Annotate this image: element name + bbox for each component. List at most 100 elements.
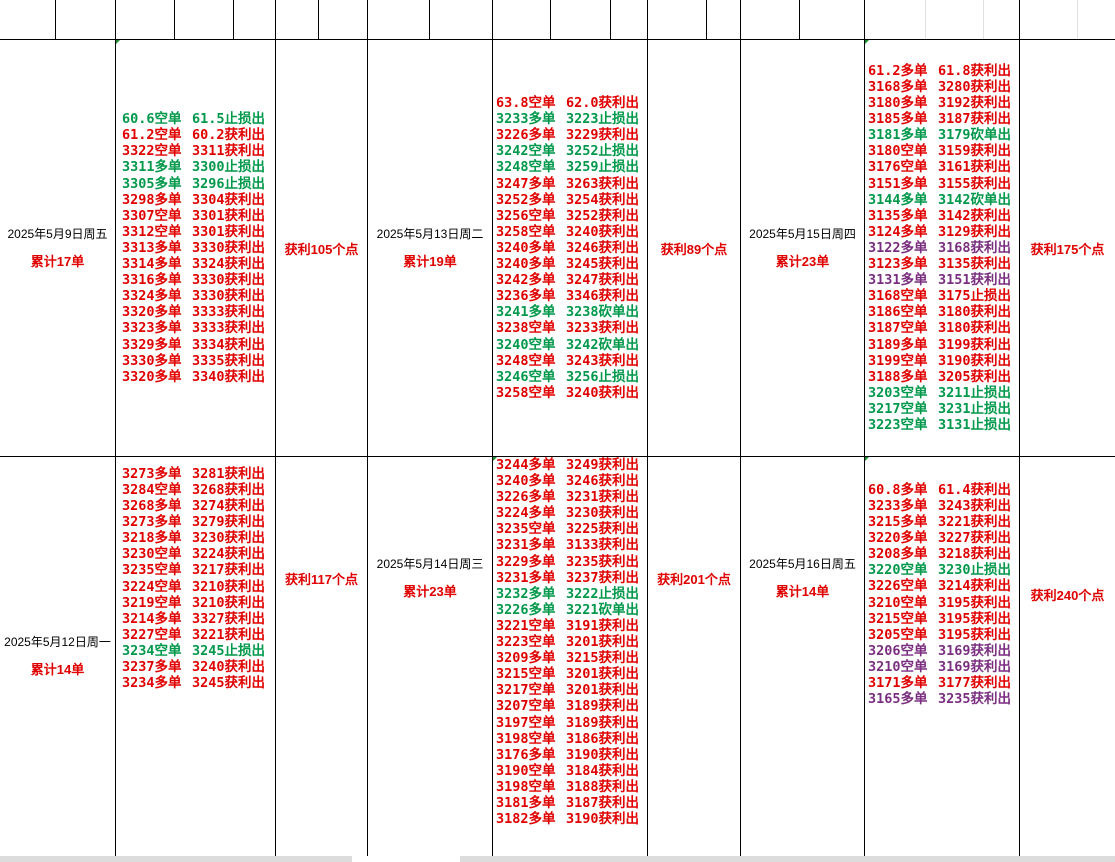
trade-list[interactable]: 3273多单 3281获利出 3284空单 3268获利出 3268多单 3274获利出 3… xyxy=(122,457,274,700)
trade-row: 3311多单 3300止损出 xyxy=(122,159,274,175)
trade-list[interactable]: 60.6空单 61.5止损出 61.2空单 60.2获利出 3322空单 3311获利出 3… xyxy=(122,40,274,456)
profit-cell[interactable]: 获利89个点 xyxy=(648,40,740,456)
date-cell[interactable]: 2025年5月15日周四 累计23单 xyxy=(741,40,864,456)
trade-row: 3197空单 3189获利出 xyxy=(496,715,646,731)
trade-exit: 61.5止损出 xyxy=(192,111,266,128)
trade-row: 3224空单 3210获利出 xyxy=(122,579,274,595)
grid-line xyxy=(367,0,368,856)
profit-cell[interactable]: 获利175个点 xyxy=(1020,40,1115,456)
date-label: 2025年5月15日周四 xyxy=(749,226,856,241)
trade-list[interactable]: 3244多单 3249获利出 3240多单 3246获利出 3226多单 3231获利出 3… xyxy=(496,457,646,829)
trade-row: 3240多单 3245获利出 xyxy=(496,256,646,272)
trade-entry: 3247多单 xyxy=(496,175,556,192)
trade-exit: 3335获利出 xyxy=(192,352,266,369)
trade-exit: 3214获利出 xyxy=(938,578,1012,595)
trade-list[interactable]: 60.8多单 61.4获利出 3233多单 3243获利出 3215多单 3221获利出 3… xyxy=(868,457,1018,732)
grid-line xyxy=(610,0,611,39)
grid-line xyxy=(55,0,56,39)
cumulative-label: 累计14单 xyxy=(775,584,830,599)
trade-row: 3248空单 3243获利出 xyxy=(496,353,646,369)
cumulative-label: 累计19单 xyxy=(403,253,457,269)
trade-row: 3176多单 3190获利出 xyxy=(496,747,646,763)
profit-cell[interactable]: 获利117个点 xyxy=(276,457,367,700)
trade-exit: 3333获利出 xyxy=(192,304,266,321)
trade-exit: 3340获利出 xyxy=(192,368,266,385)
profit-cell[interactable]: 获利240个点 xyxy=(1020,457,1115,732)
trade-entry: 3233多单 xyxy=(496,111,556,128)
trade-entry: 3242多单 xyxy=(496,272,556,289)
trade-exit: 62.0获利出 xyxy=(566,95,640,112)
grid-line xyxy=(174,0,175,39)
horizontal-scrollbar[interactable] xyxy=(0,856,352,862)
trade-exit: 3237获利出 xyxy=(566,569,640,586)
grid-line xyxy=(706,0,707,39)
trade-row: 3218多单 3230获利出 xyxy=(122,530,274,546)
trade-entry: 3234多单 xyxy=(122,675,182,692)
trade-row: 3240多单 3246获利出 xyxy=(496,240,646,256)
trade-row: 3185多单 3187获利出 xyxy=(868,111,1018,127)
grid-line xyxy=(318,0,319,39)
trade-row: 3208多单 3218获利出 xyxy=(868,546,1018,562)
trade-row: 3224多单 3230获利出 xyxy=(496,505,646,521)
horizontal-scrollbar-track[interactable] xyxy=(460,856,1115,862)
trade-exit: 3246获利出 xyxy=(566,473,640,490)
trade-exit: 3192获利出 xyxy=(938,95,1012,112)
date-cell[interactable]: 2025年5月9日周五 累计17单 xyxy=(0,40,115,456)
trade-exit: 3175止损出 xyxy=(938,288,1012,305)
trade-exit: 3177获利出 xyxy=(938,674,1012,691)
trade-row: 3199空单 3190获利出 xyxy=(868,353,1018,369)
date-label: 2025年5月13日周二 xyxy=(376,226,484,241)
trade-exit: 61.4获利出 xyxy=(938,481,1012,498)
date-cell[interactable]: 2025年5月14日周三 累计23单 xyxy=(368,457,492,700)
trade-row: 3233多单 3223止损出 xyxy=(496,111,646,127)
trade-entry: 3224多单 xyxy=(496,505,556,522)
trade-row: 3226空单 3214获利出 xyxy=(868,578,1018,594)
trade-exit: 3346获利出 xyxy=(566,288,640,305)
trade-exit: 3191获利出 xyxy=(566,617,640,634)
trade-entry: 3273多单 xyxy=(122,465,182,482)
grid-line xyxy=(492,0,493,856)
trade-exit: 3231获利出 xyxy=(566,489,640,506)
trade-row: 63.8空单 62.0获利出 xyxy=(496,95,646,111)
profit-cell[interactable]: 获利201个点 xyxy=(648,457,740,700)
trade-list[interactable]: 63.8空单 62.0获利出 3233多单 3223止损出 3226多单 3229获利出 3… xyxy=(496,40,646,456)
trade-row: 3221空单 3191获利出 xyxy=(496,618,646,634)
trade-entry: 3215空单 xyxy=(868,610,928,627)
trade-exit: 3186获利出 xyxy=(566,730,640,747)
trade-entry: 3217空单 xyxy=(496,682,556,699)
date-label: 2025年5月14日周三 xyxy=(376,557,484,571)
trade-exit: 3279获利出 xyxy=(192,514,266,531)
trade-row: 3217空单 3201获利出 xyxy=(496,682,646,698)
date-cell[interactable]: 2025年5月16日周五 累计14单 xyxy=(741,457,864,700)
trade-exit: 3242砍单出 xyxy=(566,336,640,353)
trade-row: 3226多单 3231获利出 xyxy=(496,489,646,505)
trade-entry: 60.6空单 xyxy=(122,111,182,128)
trade-exit: 3280获利出 xyxy=(938,79,1012,96)
trade-row: 3307空单 3301获利出 xyxy=(122,208,274,224)
trade-entry: 3329多单 xyxy=(122,336,182,353)
trade-row: 3322空单 3311获利出 xyxy=(122,143,274,159)
trade-exit: 3243获利出 xyxy=(938,497,1012,514)
trade-row: 3207空单 3189获利出 xyxy=(496,698,646,714)
trade-row: 3203空单 3211止损出 xyxy=(868,385,1018,401)
grid-line xyxy=(925,0,926,39)
date-cell[interactable]: 2025年5月13日周二 累计19单 xyxy=(368,40,492,456)
trade-row: 3209多单 3215获利出 xyxy=(496,650,646,666)
profit-cell[interactable]: 获利105个点 xyxy=(276,40,367,456)
trade-row: 3151多单 3155获利出 xyxy=(868,176,1018,192)
trade-entry: 3268多单 xyxy=(122,498,182,515)
trade-row: 3188多单 3205获利出 xyxy=(868,369,1018,385)
trade-row: 3214多单 3327获利出 xyxy=(122,611,274,627)
cell-marker-icon xyxy=(493,457,497,461)
trade-row: 3131多单 3151获利出 xyxy=(868,272,1018,288)
trade-exit: 3296止损出 xyxy=(192,175,266,192)
trade-row: 3298多单 3304获利出 xyxy=(122,192,274,208)
date-cell[interactable]: 2025年5月12日周一 累计14单 xyxy=(0,457,115,856)
trade-entry: 3186空单 xyxy=(868,304,928,321)
trade-exit: 3184获利出 xyxy=(566,762,640,779)
trade-entry: 3151多单 xyxy=(868,175,928,192)
trade-exit: 3190获利出 xyxy=(938,352,1012,369)
trade-list[interactable]: 61.2多单 61.8获利出 3168多单 3280获利出 3180多单 3192获利出 3… xyxy=(868,40,1018,456)
trade-exit: 3263获利出 xyxy=(566,175,640,192)
trade-entry: 3220多单 xyxy=(868,530,928,547)
